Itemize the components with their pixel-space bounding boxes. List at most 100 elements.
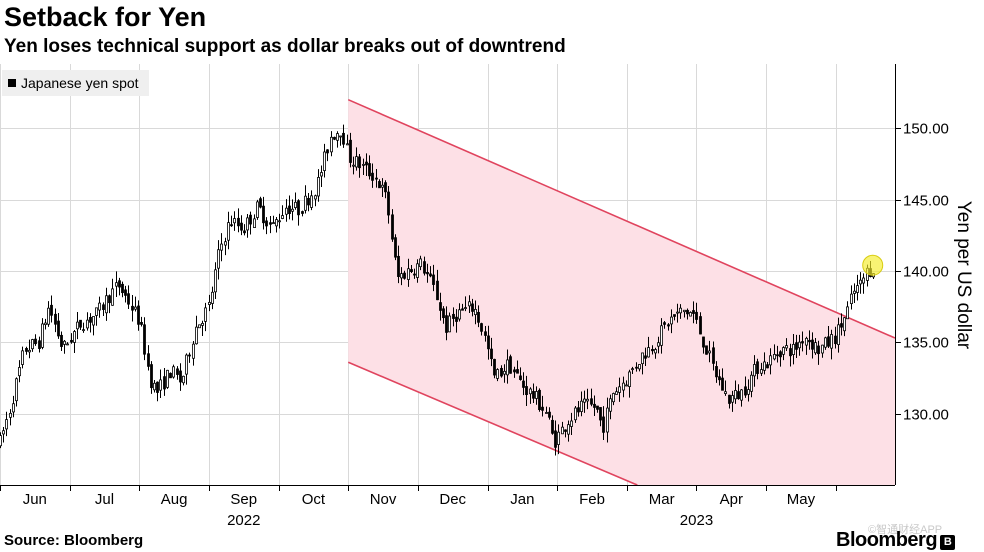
- candle-body: [378, 181, 381, 189]
- candle-body: [317, 177, 320, 197]
- candle-body: [227, 222, 230, 241]
- candle-body: [92, 316, 95, 326]
- candle-body: [612, 393, 615, 403]
- candle-body: [169, 372, 172, 379]
- candle-body: [182, 375, 185, 384]
- candle-body: [394, 237, 397, 258]
- candle-body: [792, 343, 795, 355]
- candle-body: [208, 301, 211, 305]
- candle-body: [336, 133, 339, 141]
- candle-body: [275, 219, 278, 227]
- x-tick-label: Jun: [23, 491, 47, 508]
- candle-body: [18, 367, 21, 377]
- candle-body: [785, 345, 788, 349]
- candle-body: [850, 293, 853, 305]
- candle-body: [532, 391, 535, 399]
- candle-body: [442, 308, 445, 319]
- candle-body: [692, 310, 695, 314]
- x-axis-ticks: Jun Jul Aug Sep Oct Nov Dec Jan Feb Mar Apr May 2022…: [0, 485, 837, 529]
- candle-body: [134, 306, 137, 310]
- candle-body: [63, 340, 66, 345]
- candle-body: [397, 255, 400, 277]
- candle-body: [127, 293, 130, 305]
- candle-body: [506, 359, 509, 376]
- candle-body: [326, 149, 329, 154]
- candle-body: [862, 277, 865, 284]
- candle-body: [436, 280, 439, 301]
- candle-body: [41, 323, 44, 348]
- candle-body: [618, 386, 621, 393]
- candle-body: [25, 348, 28, 352]
- candle-body: [455, 316, 458, 322]
- candle-body: [240, 222, 243, 231]
- candle-body: [503, 370, 506, 375]
- candle-body: [156, 381, 159, 393]
- candle-body: [179, 370, 182, 383]
- candle-body: [301, 211, 304, 214]
- candle-body: [76, 321, 79, 330]
- candle-body: [140, 321, 143, 325]
- candle-body: [756, 361, 759, 374]
- candle-body: [824, 337, 827, 348]
- candle-body: [297, 200, 300, 216]
- candle-body: [853, 290, 856, 294]
- candle-body: [708, 350, 711, 354]
- candle-body: [439, 302, 442, 311]
- candle-body: [695, 311, 698, 320]
- candle-body: [843, 317, 846, 332]
- candle-body: [86, 319, 89, 329]
- candle-body: [288, 205, 291, 214]
- candle-body: [705, 345, 708, 355]
- candle-body: [352, 164, 355, 167]
- candle-body: [339, 135, 342, 138]
- candle-body: [57, 320, 60, 337]
- candle-body: [47, 307, 50, 325]
- candle-body: [323, 151, 326, 171]
- candle-body: [304, 195, 307, 211]
- candle-body: [358, 156, 361, 169]
- candle-body: [660, 325, 663, 346]
- candle-body: [143, 324, 146, 355]
- candle-body: [538, 389, 541, 411]
- candle-body: [108, 295, 111, 304]
- x-tick-label: Jan: [510, 491, 534, 508]
- candle-body: [808, 339, 811, 343]
- candle-body: [391, 214, 394, 240]
- candle-body: [314, 195, 317, 200]
- candle-body: [102, 304, 105, 310]
- candle-body: [667, 324, 670, 327]
- candle-body: [541, 406, 544, 411]
- candle-body: [230, 224, 233, 227]
- candle-body: [827, 336, 830, 347]
- candle-body: [830, 334, 833, 349]
- x-tick-label: Dec: [439, 491, 466, 508]
- candle-body: [445, 315, 448, 333]
- candle-body: [410, 269, 413, 272]
- candle-body: [458, 309, 461, 320]
- candle-body: [95, 307, 98, 316]
- candle-body: [294, 201, 297, 209]
- candle-body: [564, 429, 567, 432]
- candle-body: [718, 376, 721, 381]
- candle-body: [554, 430, 557, 448]
- candle-body: [310, 195, 313, 208]
- candle-body: [545, 412, 548, 414]
- candle-body: [801, 341, 804, 344]
- candle-body: [407, 268, 410, 280]
- candle-body: [224, 241, 227, 246]
- candle-body: [814, 342, 817, 354]
- candle-body: [54, 313, 57, 325]
- x-tick-label: Jul: [95, 491, 114, 508]
- candle-body: [429, 273, 432, 277]
- candle-body: [798, 341, 801, 349]
- candle-body: [220, 243, 223, 251]
- candle-body: [773, 354, 776, 360]
- candle-body: [782, 347, 785, 355]
- candle-body: [663, 322, 666, 325]
- candle-body: [474, 309, 477, 316]
- candle-body: [278, 220, 281, 223]
- candle-body: [805, 337, 808, 346]
- chart-title: Setback for Yen: [4, 2, 207, 32]
- year-label: 2022: [227, 512, 260, 529]
- candle-body: [243, 230, 246, 234]
